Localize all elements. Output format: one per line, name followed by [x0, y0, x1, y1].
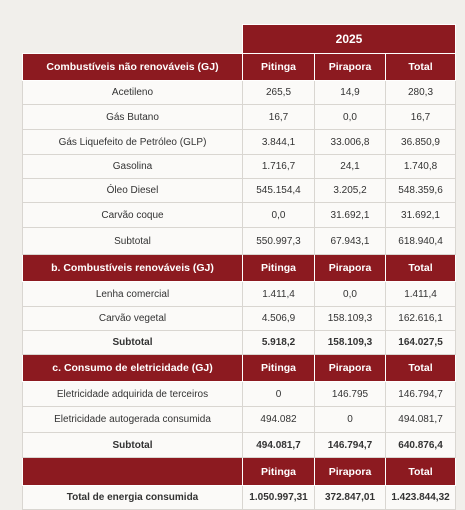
section-title: Combustíveis não renováveis (GJ) [22, 53, 243, 81]
section-title: c. Consumo de eletricidade (GJ) [22, 354, 243, 382]
subtotal-value: 618.940,4 [384, 227, 457, 255]
total-value: 1.423.844,32 [384, 485, 457, 510]
table-row: Subtotal 550.997,3 67.943,1 618.940,4 [22, 227, 457, 255]
row-label: Carvão coque [22, 202, 243, 228]
value-cell: 146.794,7 [384, 381, 457, 407]
subtotal-value: 5.918,2 [242, 330, 315, 355]
value-cell: 1.411,4 [384, 281, 457, 307]
column-header: Total [384, 53, 457, 81]
table-body: 2025 Combustíveis não renováveis (GJ) Piti… [22, 24, 457, 510]
value-cell: 280,3 [384, 80, 457, 105]
row-label: Carvão vegetal [22, 306, 243, 331]
value-cell: 16,7 [384, 104, 457, 130]
subtotal-value: 164.027,5 [384, 330, 457, 355]
table-row: Acetileno 265,5 14,9 280,3 [22, 80, 457, 105]
section-title: b. Combustíveis renováveis (GJ) [22, 254, 243, 282]
column-header: Pitinga [242, 254, 315, 282]
total-value: 1.050.997,31 [242, 485, 315, 510]
column-header: Pirapora [314, 457, 386, 486]
column-header: Pirapora [314, 53, 386, 81]
table-row: Gasolina 1.716,7 24,1 1.740,8 [22, 154, 457, 179]
value-cell: 36.850,9 [384, 129, 457, 155]
subtotal-label: Subtotal [22, 432, 243, 458]
table-row: Total de energia consumida 1.050.997,31 37… [22, 485, 457, 510]
value-cell: 33.006,8 [314, 129, 386, 155]
empty-cell [22, 24, 243, 54]
table-row: Gás Butano 16,7 0,0 16,7 [22, 104, 457, 130]
table-row: Carvão vegetal 4.506,9 158.109,3 162.616,1 [22, 306, 457, 331]
value-cell: 31.692,1 [384, 202, 457, 228]
table-row: Subtotal 5.918,2 158.109,3 164.027,5 [22, 330, 457, 355]
table-row: Gás Liquefeito de Petróleo (GLP) 3.844,1 3… [22, 129, 457, 155]
column-header: Pirapora [314, 254, 386, 282]
column-header: Pitinga [242, 457, 315, 486]
row-label: Lenha comercial [22, 281, 243, 307]
empty-header [22, 457, 243, 486]
row-label: Gasolina [22, 154, 243, 179]
table-row: Eletricidade autogerada consumida 494.082… [22, 406, 457, 433]
value-cell: 158.109,3 [314, 306, 386, 331]
value-cell: 1.740,8 [384, 154, 457, 179]
column-header: Pirapora [314, 354, 386, 382]
value-cell: 494.082 [242, 406, 315, 433]
table-row: Pitinga Pirapora Total [22, 457, 457, 486]
value-cell: 146.795 [314, 381, 386, 407]
value-cell: 24,1 [314, 154, 386, 179]
row-label: Acetileno [22, 80, 243, 105]
table-row: 2025 [22, 24, 457, 54]
row-label: Eletricidade adquirida de terceiros [22, 381, 243, 407]
value-cell: 16,7 [242, 104, 315, 130]
subtotal-value: 158.109,3 [314, 330, 386, 355]
column-header: Total [384, 254, 457, 282]
value-cell: 548.359,6 [384, 178, 457, 203]
subtotal-label: Subtotal [22, 330, 243, 355]
value-cell: 3.844,1 [242, 129, 315, 155]
value-cell: 545.154,4 [242, 178, 315, 203]
value-cell: 0,0 [314, 104, 386, 130]
table-row: Subtotal 494.081,7 146.794,7 640.876,4 [22, 432, 457, 458]
row-label: Óleo Diesel [22, 178, 243, 203]
energy-table: 2025 Combustíveis não renováveis (GJ) Piti… [22, 24, 457, 510]
row-label: Eletricidade autogerada consumida [22, 406, 243, 433]
value-cell: 265,5 [242, 80, 315, 105]
value-cell: 162.616,1 [384, 306, 457, 331]
value-cell: 0 [242, 381, 315, 407]
table-row: Eletricidade adquirida de terceiros 0 146.… [22, 381, 457, 407]
value-cell: 494.081,7 [384, 406, 457, 433]
table-row: c. Consumo de eletricidade (GJ) Pitinga Pi… [22, 354, 457, 382]
value-cell: 1.716,7 [242, 154, 315, 179]
value-cell: 0,0 [314, 281, 386, 307]
row-label: Gás Butano [22, 104, 243, 130]
value-cell: 4.506,9 [242, 306, 315, 331]
subtotal-value: 494.081,7 [242, 432, 315, 458]
table-row: Lenha comercial 1.411,4 0,0 1.411,4 [22, 281, 457, 307]
subtotal-value: 550.997,3 [242, 227, 315, 255]
subtotal-label: Subtotal [22, 227, 243, 255]
table-row: Carvão coque 0,0 31.692,1 31.692,1 [22, 202, 457, 228]
column-header: Pitinga [242, 53, 315, 81]
subtotal-value: 67.943,1 [314, 227, 386, 255]
value-cell: 1.411,4 [242, 281, 315, 307]
column-header: Total [384, 354, 457, 382]
row-label: Gás Liquefeito de Petróleo (GLP) [22, 129, 243, 155]
value-cell: 3.205,2 [314, 178, 386, 203]
year-header: 2025 [241, 24, 457, 54]
column-header: Total [384, 457, 457, 486]
value-cell: 0 [314, 406, 386, 433]
subtotal-value: 146.794,7 [314, 432, 386, 458]
table-row: Óleo Diesel 545.154,4 3.205,2 548.359,6 [22, 178, 457, 203]
total-value: 372.847,01 [314, 485, 386, 510]
table-row: b. Combustíveis renováveis (GJ) Pitinga Pi… [22, 254, 457, 282]
value-cell: 14,9 [314, 80, 386, 105]
value-cell: 0,0 [242, 202, 315, 228]
total-label: Total de energia consumida [22, 485, 243, 510]
column-header: Pitinga [242, 354, 315, 382]
value-cell: 31.692,1 [314, 202, 386, 228]
table-row: Combustíveis não renováveis (GJ) Pitinga P… [22, 53, 457, 81]
subtotal-value: 640.876,4 [384, 432, 457, 458]
